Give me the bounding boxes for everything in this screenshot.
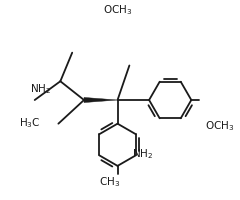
Text: H$_3$C: H$_3$C bbox=[19, 116, 41, 130]
Text: NH$_2$: NH$_2$ bbox=[132, 147, 153, 161]
Text: OCH$_3$: OCH$_3$ bbox=[103, 3, 132, 17]
Polygon shape bbox=[84, 97, 118, 103]
Text: NH$_2$: NH$_2$ bbox=[30, 82, 51, 96]
Text: CH$_3$: CH$_3$ bbox=[99, 175, 120, 189]
Text: OCH$_3$: OCH$_3$ bbox=[205, 119, 235, 133]
